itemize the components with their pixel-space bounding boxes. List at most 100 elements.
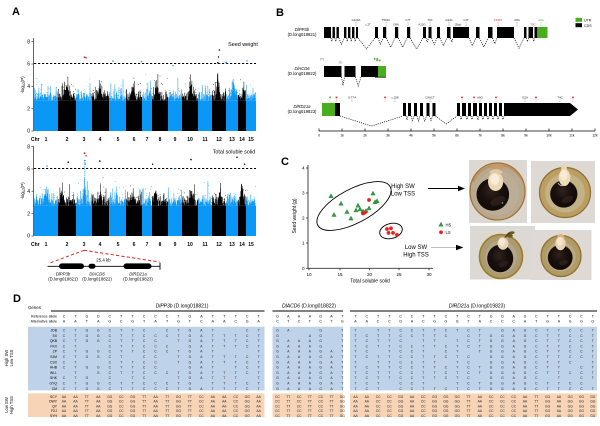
svg-text:2: 2 [66, 242, 69, 248]
svg-text:DlRD21a (D.long019823): DlRD21a (D.long019823) [449, 304, 505, 310]
svg-text:G8A: G8A [393, 23, 399, 27]
svg-text:(D.long018821): (D.long018821) [48, 277, 78, 282]
svg-text:1k: 1k [340, 134, 344, 138]
svg-text:20: 20 [367, 272, 373, 277]
svg-text:Total soluble solid: Total soluble solid [350, 279, 390, 285]
svg-text:✱: ✱ [535, 96, 538, 100]
svg-text:GYQ: GYQ [49, 382, 57, 386]
svg-text:0: 0 [318, 134, 320, 138]
svg-text:11k: 11k [569, 134, 575, 138]
svg-text:G34C: G34C [445, 18, 452, 22]
svg-text:(2bp): (2bp) [455, 23, 462, 27]
svg-text:HHB: HHB [50, 366, 58, 370]
svg-text:10: 10 [187, 242, 193, 248]
svg-text:(?): (?) [339, 61, 343, 65]
svg-text:G129A: G129A [352, 18, 361, 22]
svg-text:C5ACT: C5ACT [425, 96, 435, 100]
svg-text:7k: 7k [478, 134, 482, 138]
svg-text:✱✱: ✱✱ [376, 59, 382, 63]
svg-text:✱: ✱ [495, 96, 498, 100]
svg-text:c.208: c.208 [391, 96, 398, 100]
svg-text:Total soluble solid: Total soluble solid [213, 150, 256, 156]
svg-text:Seed weight: Seed weight [228, 42, 258, 48]
svg-text:(D.long018821): (D.long018821) [288, 32, 317, 37]
svg-text:10: 10 [187, 137, 193, 143]
svg-text:A9G: A9G [477, 96, 484, 100]
svg-text:1: 1 [45, 137, 48, 143]
svg-text:10k: 10k [546, 134, 552, 138]
svg-text:C190T: C190T [494, 18, 503, 22]
svg-text:8: 8 [27, 144, 30, 150]
svg-text:2: 2 [27, 106, 30, 112]
svg-text:Chr: Chr [31, 137, 40, 143]
svg-text:0: 0 [27, 234, 30, 240]
svg-text:G5A: G5A [514, 18, 520, 22]
svg-text:2: 2 [66, 137, 69, 143]
svg-text:13: 13 [229, 137, 235, 143]
svg-text:JDB: JDB [51, 329, 58, 333]
svg-text:12k: 12k [592, 134, 598, 138]
svg-text:6: 6 [27, 62, 30, 68]
svg-text:-log10(P): -log10(P) [20, 76, 26, 94]
svg-text:Low TSS: Low TSS [9, 349, 14, 366]
svg-text:T3C: T3C [427, 18, 432, 22]
svg-text:7: 7 [146, 242, 149, 248]
svg-text:T502C: T502C [382, 18, 390, 22]
svg-text:CSX: CSX [50, 360, 58, 364]
svg-text:(D.long018822): (D.long018822) [288, 71, 317, 76]
svg-text:A12G: A12G [418, 23, 425, 27]
svg-text:C7T: C7T [405, 18, 411, 22]
svg-text:A2G: A2G [538, 18, 544, 22]
svg-text:3: 3 [83, 137, 86, 143]
svg-text:8: 8 [27, 39, 30, 45]
svg-text:DlACD6 (D.long018822): DlACD6 (D.long018822) [282, 304, 336, 310]
svg-text:SHK: SHK [50, 376, 58, 380]
svg-text:*: * [545, 23, 547, 27]
svg-text:High SW: High SW [4, 350, 9, 367]
svg-text:High SW: High SW [391, 184, 415, 190]
svg-text:4: 4 [27, 84, 30, 90]
svg-text:(D.long019823): (D.long019823) [123, 277, 153, 282]
svg-text:2: 2 [27, 211, 30, 217]
svg-text:1: 1 [302, 241, 305, 246]
svg-text:25: 25 [396, 272, 402, 277]
svg-text:D: D [13, 293, 21, 305]
svg-text:SCY: SCY [50, 395, 58, 399]
svg-text:LS: LS [446, 230, 451, 235]
svg-text:DWY: DWY [49, 400, 58, 404]
svg-text:Low SW: Low SW [4, 397, 9, 413]
svg-text:✱: ✱ [384, 96, 387, 100]
svg-text:6: 6 [133, 137, 136, 143]
svg-text:QKB: QKB [50, 339, 58, 343]
svg-text:G-T?A: G-T?A [348, 96, 357, 100]
svg-text:High TSS: High TSS [9, 396, 14, 414]
svg-text:DlRD21a: DlRD21a [129, 271, 147, 276]
svg-text:-log10(P): -log10(P) [20, 182, 26, 200]
svg-text:5k: 5k [432, 134, 436, 138]
svg-text:CDS: CDS [584, 24, 592, 28]
svg-text:7: 7 [146, 137, 149, 143]
svg-text:DlACD6: DlACD6 [89, 271, 105, 276]
svg-text:FKX: FKX [50, 344, 57, 348]
svg-text:WLL: WLL [50, 371, 57, 375]
svg-text:DlPP3b (D.long018821): DlPP3b (D.long018821) [156, 304, 209, 310]
svg-text:C: C [281, 156, 289, 168]
svg-text:QY: QY [52, 404, 58, 408]
svg-text:4k: 4k [409, 134, 413, 138]
svg-text:DlRD21a: DlRD21a [294, 104, 312, 109]
svg-text:3: 3 [83, 242, 86, 248]
svg-text:11: 11 [202, 242, 208, 248]
svg-text:(?): (?) [320, 57, 324, 61]
svg-text:3k: 3k [386, 134, 390, 138]
svg-text:6: 6 [27, 167, 30, 173]
svg-text:A: A [12, 6, 20, 18]
svg-text:SX: SX [52, 334, 57, 338]
